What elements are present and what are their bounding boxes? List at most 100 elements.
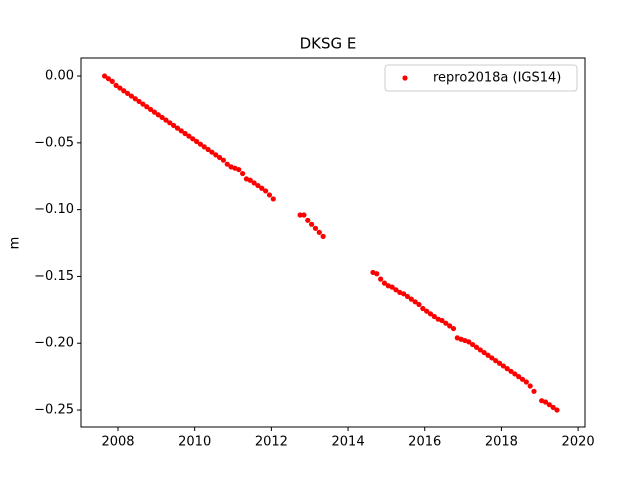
y-tick-label: −0.25 <box>34 403 74 418</box>
data-point <box>523 379 529 385</box>
data-point <box>485 352 491 358</box>
data-point <box>105 76 112 82</box>
y-tick-label: −0.15 <box>34 269 74 284</box>
data-point <box>493 358 499 364</box>
data-point <box>416 301 422 308</box>
data-point <box>159 114 165 121</box>
data-point <box>470 341 476 348</box>
data-point <box>389 284 395 290</box>
x-tick-label: 2010 <box>178 435 211 450</box>
legend-marker <box>402 75 408 81</box>
data-point <box>170 122 177 129</box>
data-point <box>447 323 453 329</box>
data-point <box>508 368 514 374</box>
data-point <box>439 317 445 324</box>
data-point <box>266 192 273 198</box>
data-point <box>531 388 537 394</box>
data-point <box>473 344 480 350</box>
data-point <box>205 146 211 153</box>
y-tick-label: −0.05 <box>34 135 74 150</box>
data-point <box>136 98 142 105</box>
data-point <box>312 225 319 231</box>
data-point <box>178 128 184 134</box>
data-point <box>155 112 161 118</box>
data-point <box>309 221 315 227</box>
data-point <box>374 271 380 277</box>
data-point <box>263 188 269 194</box>
data-point <box>320 233 326 239</box>
x-tick-label: 2012 <box>255 435 288 450</box>
data-point <box>301 212 307 218</box>
data-point <box>527 383 533 389</box>
data-point <box>424 308 430 314</box>
data-point <box>443 320 449 326</box>
data-point <box>117 85 123 91</box>
data-point <box>477 347 483 353</box>
data-point <box>489 355 495 361</box>
data-point <box>378 276 384 282</box>
data-point <box>236 166 242 173</box>
y-tick-label: −0.10 <box>34 202 74 217</box>
data-point <box>297 212 303 218</box>
data-point <box>270 196 276 202</box>
data-point <box>193 138 200 145</box>
data-point <box>124 90 131 97</box>
y-tick-label: −0.20 <box>34 336 74 351</box>
data-point <box>427 311 434 317</box>
data-point <box>393 287 399 293</box>
data-point <box>101 73 108 79</box>
data-point <box>209 149 215 155</box>
data-point <box>408 296 414 302</box>
data-point <box>512 371 518 377</box>
data-point <box>305 217 311 223</box>
data-point <box>113 82 119 88</box>
x-tick-label: 2014 <box>332 435 365 450</box>
data-point <box>201 144 207 150</box>
data-point <box>190 136 196 142</box>
legend-box <box>384 64 578 92</box>
x-tick-label: 2016 <box>408 435 441 450</box>
data-point <box>213 152 219 158</box>
data-point <box>109 78 115 84</box>
data-point <box>404 293 411 300</box>
data-point <box>220 157 227 163</box>
data-point <box>174 125 181 131</box>
data-point <box>151 109 158 115</box>
y-axis-label: m <box>8 237 23 250</box>
data-point <box>496 360 503 366</box>
data-point <box>163 117 169 123</box>
data-point <box>240 170 246 177</box>
data-point <box>554 407 560 413</box>
data-point <box>144 104 150 110</box>
data-point <box>217 154 223 161</box>
data-point <box>255 182 261 189</box>
data-point <box>316 229 322 235</box>
data-point <box>132 96 138 102</box>
data-point <box>197 141 204 147</box>
data-point <box>121 88 127 94</box>
data-point <box>420 305 426 312</box>
data-point <box>504 366 510 372</box>
data-point <box>500 363 506 369</box>
data-point <box>381 280 388 286</box>
data-point <box>431 313 437 320</box>
chart-title: DKSG E <box>300 35 357 53</box>
data-point <box>450 325 457 332</box>
data-point <box>140 101 146 107</box>
data-point <box>186 133 192 139</box>
data-point <box>542 399 549 405</box>
data-point <box>147 106 154 113</box>
x-tick-label: 2008 <box>101 435 134 450</box>
data-point <box>516 374 522 380</box>
y-tick-label: 0.00 <box>45 69 74 84</box>
data-point <box>247 177 253 183</box>
data-point <box>481 349 487 356</box>
plot-frame <box>80 57 586 428</box>
data-point <box>412 299 418 305</box>
data-point <box>519 376 526 382</box>
data-point <box>466 339 472 345</box>
x-tick-label: 2018 <box>485 435 518 450</box>
data-point <box>182 130 188 137</box>
legend-label: repro2018a (IGS14) <box>433 71 561 86</box>
data-point <box>546 402 552 408</box>
